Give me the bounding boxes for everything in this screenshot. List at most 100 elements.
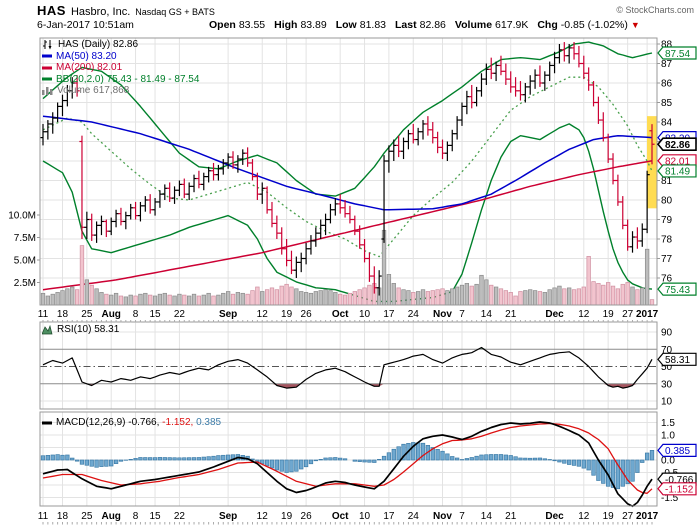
macd-histogram-bar bbox=[323, 457, 328, 461]
macd-histogram-bar bbox=[601, 459, 606, 484]
macd-histogram-bar bbox=[591, 459, 596, 476]
macd-histogram-bar bbox=[635, 459, 640, 473]
macd-histogram-bar bbox=[396, 446, 401, 461]
quote-high-label: High bbox=[274, 19, 298, 31]
macd-pane-frame bbox=[39, 411, 658, 507]
macd-histogram-bar bbox=[415, 442, 421, 461]
x-axis-label: 21 bbox=[505, 511, 517, 522]
volume-bar bbox=[635, 289, 640, 306]
volume-bar bbox=[294, 288, 299, 306]
rsi-pane-frame bbox=[39, 321, 658, 410]
legend-macd-hist-value: 0.385 bbox=[196, 417, 222, 428]
macd-histogram-bar bbox=[503, 454, 508, 461]
quote-last-value: 82.86 bbox=[419, 19, 446, 31]
macd-histogram-bar bbox=[523, 457, 528, 461]
macd-dash-icon bbox=[42, 421, 52, 425]
volume-bar bbox=[284, 283, 289, 306]
ma50-line bbox=[42, 115, 653, 211]
datetime: 6-Jan-2017 10:51am bbox=[37, 19, 134, 31]
macd-histogram-bar bbox=[610, 459, 616, 488]
macd-histogram-bar bbox=[221, 454, 226, 461]
rsi-axis-label: 10 bbox=[661, 397, 673, 408]
volume-bar bbox=[235, 292, 241, 306]
volume-bar bbox=[274, 289, 280, 306]
macd-histogram-bar bbox=[547, 459, 552, 461]
quote-strip: Open 83.55 High 83.89 Low 81.83 Last 82.86 Volum… bbox=[209, 19, 628, 31]
x-axis-label: 17 bbox=[383, 511, 395, 522]
macd-histogram-bar bbox=[138, 457, 143, 461]
legend-price-line: HAS (Daily) 82.86 bbox=[42, 39, 199, 51]
macd-histogram-bar bbox=[401, 443, 406, 461]
price-pane-frame bbox=[39, 37, 658, 306]
volume-bar bbox=[571, 289, 577, 306]
volume-bar bbox=[60, 290, 65, 306]
rsi-axis-label: 90 bbox=[661, 328, 673, 339]
bollinger-lower-band bbox=[42, 123, 653, 303]
legend-ma200-label: MA(200) 82.01 bbox=[56, 62, 123, 73]
x-axis-label: 17 bbox=[383, 309, 395, 320]
volume-bar bbox=[454, 286, 460, 306]
x-axis-label: 12 bbox=[257, 309, 269, 320]
x-axis-label: 18 bbox=[57, 511, 69, 522]
price-tag-87-54-text: 87.54 bbox=[665, 49, 690, 60]
x-axis-label: Aug bbox=[101, 511, 120, 522]
volume-bar bbox=[620, 283, 625, 306]
macd-histogram-bar bbox=[357, 459, 362, 462]
volume-bar bbox=[401, 289, 406, 306]
macd-histogram-bar bbox=[644, 452, 650, 461]
x-axis-label: 8 bbox=[133, 511, 139, 522]
macd-histogram-bar bbox=[440, 450, 445, 461]
macd-histogram-bar bbox=[313, 459, 318, 462]
macd-histogram-bar bbox=[264, 459, 270, 467]
change-down-arrow[interactable]: ▼ bbox=[630, 20, 640, 30]
x-axis-label: 19 bbox=[603, 309, 615, 320]
macd-histogram-bar bbox=[474, 455, 479, 461]
macd-histogram-bar bbox=[537, 457, 543, 461]
price-tag-82-86-text: 82.86 bbox=[665, 140, 690, 151]
macd-histogram-bar bbox=[167, 457, 172, 461]
price-axis-label: 84 bbox=[661, 118, 673, 129]
rsi-panel-legend: RSI(10) 58.31 bbox=[41, 324, 119, 336]
volume-bar bbox=[255, 286, 260, 306]
volume-bar bbox=[113, 292, 119, 306]
quote-volume-value: 617.9K bbox=[495, 19, 529, 31]
macd-histogram-bar bbox=[493, 454, 499, 461]
macd-histogram-bar bbox=[342, 458, 348, 461]
volume-axis-label: 5.0M bbox=[14, 256, 36, 267]
volume-bar bbox=[562, 288, 567, 306]
volume-bar bbox=[89, 284, 94, 306]
volume-bar bbox=[513, 295, 518, 306]
macd-histogram-bar bbox=[40, 455, 46, 461]
volume-bar bbox=[177, 293, 182, 306]
volume-bar bbox=[123, 296, 128, 306]
macd-histogram-bar bbox=[552, 459, 557, 462]
macd-histogram-bar bbox=[328, 457, 333, 461]
macd-histogram-bar bbox=[411, 442, 416, 461]
macd-histogram-bar bbox=[581, 459, 586, 469]
macd-histogram-bar bbox=[420, 442, 426, 461]
quote-chg-value: -0.85 (-1.02%) bbox=[560, 19, 628, 31]
price-tag-81-49-box bbox=[657, 164, 697, 178]
volume-bar bbox=[347, 292, 353, 306]
price-tag-87-54-box bbox=[657, 46, 697, 60]
legend-volume-line: Volume 617,868 bbox=[42, 85, 199, 97]
x-axis-label: 18 bbox=[57, 309, 69, 320]
macd-histogram-bar bbox=[70, 457, 75, 461]
bollinger-dash-icon bbox=[42, 77, 52, 81]
volume-bar bbox=[84, 279, 89, 306]
macd-histogram-bar bbox=[450, 456, 455, 461]
x-axis-label: Nov bbox=[433, 511, 452, 522]
volume-bar bbox=[70, 286, 75, 306]
volume-bar bbox=[411, 292, 416, 306]
macd-histogram-bar bbox=[172, 457, 177, 461]
volume-bar bbox=[128, 294, 133, 306]
volume-bar bbox=[269, 287, 275, 306]
chart-header: HAS Hasbro, Inc. Nasdaq GS + BATS © StockC… bbox=[37, 2, 696, 18]
x-axis-label: Oct bbox=[332, 511, 349, 522]
volume-bar bbox=[55, 292, 60, 306]
volume-bar bbox=[591, 281, 596, 306]
volume-bar bbox=[45, 295, 51, 306]
x-axis-label: 26 bbox=[301, 511, 313, 522]
volume-bar bbox=[557, 285, 562, 306]
volume-bar bbox=[542, 292, 547, 306]
